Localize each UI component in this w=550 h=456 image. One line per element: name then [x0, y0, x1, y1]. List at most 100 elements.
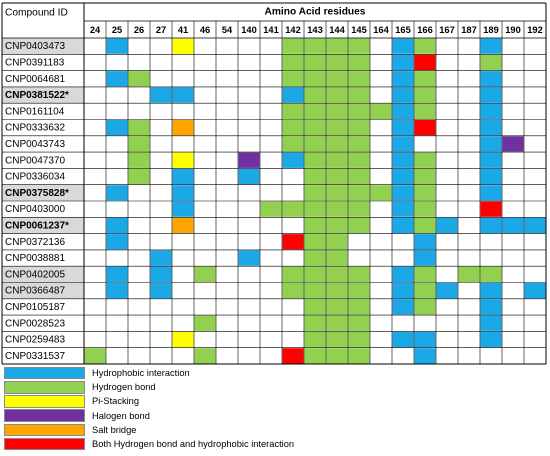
heatmap-cell	[282, 201, 304, 217]
legend-label: Halogen bond	[92, 410, 150, 421]
heatmap-cell	[392, 120, 414, 136]
legend-entry: Halogen bond	[4, 409, 294, 423]
heatmap-cells	[2, 38, 546, 364]
heatmap-cell	[304, 136, 326, 152]
heatmap-cell	[282, 103, 304, 119]
legend-label: Pi-Stacking	[92, 396, 140, 407]
heatmap-cell	[194, 266, 216, 282]
heatmap-cell	[414, 266, 436, 282]
heatmap-cell	[414, 103, 436, 119]
heatmap-cell	[392, 54, 414, 71]
residue-label: 140	[241, 25, 257, 35]
compound-id-label: CNP0064681	[5, 74, 65, 85]
heatmap-grid	[1, 2, 547, 365]
heatmap-cell	[524, 217, 546, 234]
heatmap-cell	[414, 348, 436, 364]
residue-label: 54	[222, 25, 233, 35]
heatmap-cell	[172, 331, 194, 348]
heatmap-cell	[326, 54, 348, 71]
heatmap-cell	[348, 348, 370, 364]
heatmap-cell	[348, 217, 370, 234]
heatmap-cell	[414, 201, 436, 217]
heatmap-cell	[348, 120, 370, 136]
compound-id-label: CNP0366487	[5, 286, 65, 297]
heatmap-cell	[480, 87, 502, 103]
heatmap-cell	[304, 331, 326, 348]
heatmap-cell	[282, 38, 304, 54]
heatmap-cell	[282, 283, 304, 299]
heatmap-cell	[326, 234, 348, 250]
legend-swatch	[4, 423, 85, 437]
heatmap-cell	[502, 136, 524, 152]
heatmap-cell	[348, 185, 370, 201]
heatmap-cell	[524, 283, 546, 299]
heatmap-cell	[128, 136, 150, 152]
legend-entry: Salt bridge	[4, 423, 294, 437]
residue-label: 24	[90, 25, 101, 35]
compound-id-label: CNP0331537	[5, 351, 65, 362]
heatmap-cell	[348, 38, 370, 54]
heatmap-cell	[150, 87, 172, 103]
compound-id-label: CNP0028523	[5, 318, 65, 329]
compound-id-label: CNP0047370	[5, 155, 65, 166]
heatmap-cell	[414, 38, 436, 54]
heatmap-cell	[414, 54, 436, 71]
residue-label: 166	[417, 25, 433, 35]
heatmap-cell	[172, 38, 194, 54]
heatmap-cell	[480, 120, 502, 136]
legend-label: Salt bridge	[92, 424, 137, 435]
residue-label: 167	[439, 25, 455, 35]
compound-id-label: CNP0259483	[5, 335, 65, 346]
residue-label: 164	[373, 25, 389, 35]
compound-id-label: CNP0336034	[5, 172, 65, 183]
residue-label: 46	[200, 25, 210, 35]
heatmap-cell	[392, 266, 414, 282]
heatmap-cell	[480, 266, 502, 282]
heatmap-cell	[304, 185, 326, 201]
heatmap-cell	[326, 71, 348, 87]
heatmap-cell	[106, 266, 128, 282]
heatmap-cell	[326, 331, 348, 348]
heatmap-cell	[106, 217, 128, 234]
residue-label: 145	[351, 25, 367, 35]
heatmap-cell	[326, 103, 348, 119]
heatmap-cell	[502, 217, 524, 234]
legend-entry: Both Hydrogen bond and hydrophobic inter…	[4, 437, 294, 451]
heatmap-cell	[348, 87, 370, 103]
heatmap-cell	[194, 348, 216, 364]
row-id-shade	[2, 266, 84, 283]
heatmap-cell	[480, 201, 502, 217]
heatmap-cell	[106, 71, 128, 87]
compound-id-label: CNP0403473	[5, 41, 65, 52]
interaction-heatmap: Compound ID Amino Acid residues 24 25 26 27 41…	[1, 2, 547, 365]
legend-swatch	[4, 409, 85, 422]
heatmap-cell	[326, 38, 348, 54]
heatmap-cell	[106, 38, 128, 54]
heatmap-cell	[304, 348, 326, 364]
heatmap-cell	[392, 152, 414, 168]
heatmap-cell	[106, 120, 128, 136]
heatmap-cell	[304, 87, 326, 103]
heatmap-cell	[480, 315, 502, 331]
heatmap-cell	[172, 201, 194, 217]
row-id-shade	[2, 217, 84, 234]
heatmap-cell	[128, 168, 150, 185]
legend-swatch	[4, 381, 85, 394]
heatmap-cell	[106, 234, 128, 250]
heatmap-cell	[238, 250, 260, 266]
heatmap-cell	[150, 283, 172, 299]
heatmap-cell	[392, 201, 414, 217]
heatmap-cell	[326, 87, 348, 103]
heatmap-cell	[458, 266, 480, 282]
heatmap-cell	[436, 217, 458, 234]
heatmap-cell	[326, 185, 348, 201]
heatmap-cell	[414, 120, 436, 136]
heatmap-cell	[304, 38, 326, 54]
heatmap-cell	[282, 136, 304, 152]
heatmap-cell	[348, 103, 370, 119]
compound-id-label: CNP0038881	[5, 253, 65, 264]
heatmap-cell	[304, 152, 326, 168]
heatmap-cell	[370, 103, 392, 119]
heatmap-cell	[326, 266, 348, 282]
heatmap-cell	[414, 185, 436, 201]
